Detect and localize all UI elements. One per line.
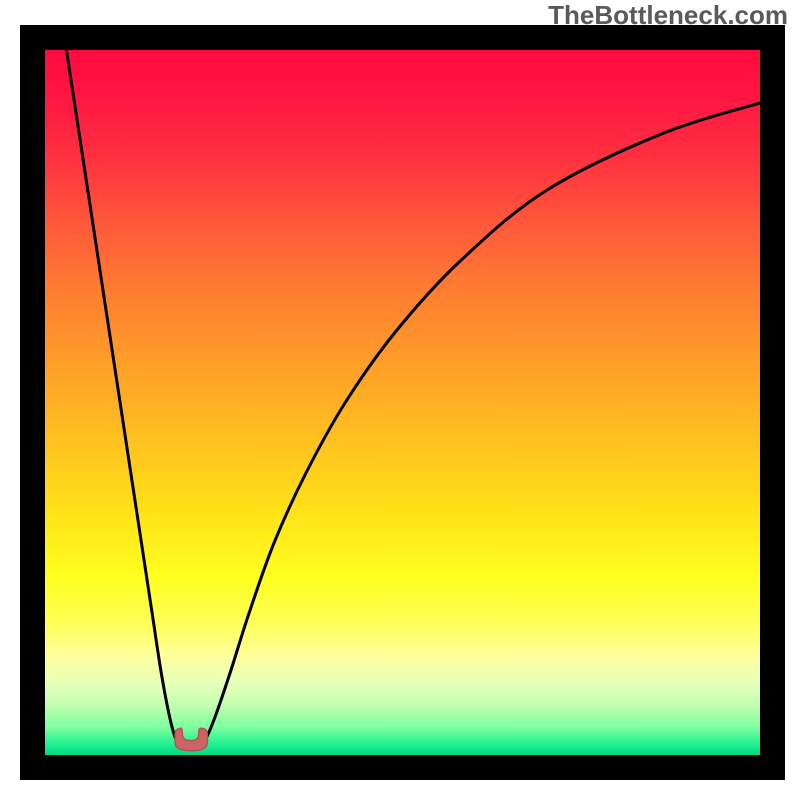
plot-border xyxy=(20,25,785,780)
figure: { "figure": { "width_px": 800, "height_p… xyxy=(0,0,800,800)
watermark-text: TheBottleneck.com xyxy=(548,0,788,31)
plot-area xyxy=(20,25,785,780)
